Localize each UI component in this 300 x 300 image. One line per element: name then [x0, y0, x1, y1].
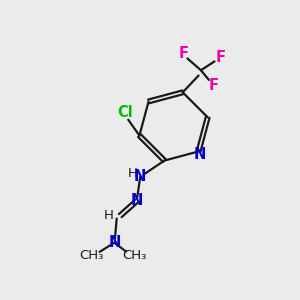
Text: Cl: Cl [117, 105, 133, 120]
Text: CH₃: CH₃ [80, 250, 104, 262]
Text: H: H [103, 208, 113, 221]
Text: H: H [128, 167, 138, 180]
Text: F: F [208, 78, 219, 93]
Text: N: N [194, 148, 206, 163]
Text: N: N [108, 235, 121, 250]
Text: F: F [178, 46, 188, 61]
Text: F: F [215, 50, 225, 65]
Text: N: N [134, 169, 146, 184]
Text: CH₃: CH₃ [122, 249, 146, 262]
Text: N: N [130, 194, 143, 208]
